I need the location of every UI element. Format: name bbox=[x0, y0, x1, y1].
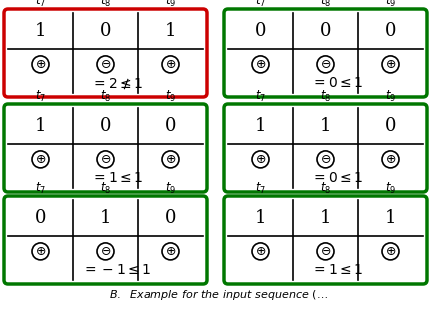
Text: $= 0 \leq 1$: $= 0 \leq 1$ bbox=[311, 76, 364, 90]
Text: $\mathit{B.\ \ Example\ for\ the\ input\ sequence\ (\ldots}$: $\mathit{B.\ \ Example\ for\ the\ input\… bbox=[109, 288, 327, 302]
Text: $= 1 \leq 1$: $= 1 \leq 1$ bbox=[311, 263, 364, 277]
Text: $\oplus$: $\oplus$ bbox=[35, 153, 46, 166]
Text: $= 1 \leq 1$: $= 1 \leq 1$ bbox=[91, 171, 143, 185]
Text: 1: 1 bbox=[385, 209, 396, 227]
Text: 1: 1 bbox=[255, 117, 266, 135]
Text: $t_{9}$: $t_{9}$ bbox=[385, 89, 396, 104]
Text: $t_{7}$: $t_{7}$ bbox=[255, 0, 266, 9]
Text: $\oplus$: $\oplus$ bbox=[255, 58, 266, 71]
Text: $\oplus$: $\oplus$ bbox=[35, 245, 46, 258]
Text: $= -1 \leq 1$: $= -1 \leq 1$ bbox=[82, 263, 152, 277]
Text: 0: 0 bbox=[165, 117, 176, 135]
Text: 1: 1 bbox=[35, 22, 46, 40]
Text: $\oplus$: $\oplus$ bbox=[35, 58, 46, 71]
Text: $\oplus$: $\oplus$ bbox=[255, 245, 266, 258]
Text: $t_{7}$: $t_{7}$ bbox=[35, 0, 46, 9]
Text: $t_{8}$: $t_{8}$ bbox=[320, 89, 331, 104]
Text: $\oplus$: $\oplus$ bbox=[385, 58, 396, 71]
FancyBboxPatch shape bbox=[224, 9, 427, 97]
Text: $t_{8}$: $t_{8}$ bbox=[100, 0, 111, 9]
Text: $\oplus$: $\oplus$ bbox=[165, 245, 176, 258]
Text: $t_{8}$: $t_{8}$ bbox=[320, 0, 331, 9]
Text: 1: 1 bbox=[255, 209, 266, 227]
Text: 1: 1 bbox=[320, 209, 331, 227]
FancyBboxPatch shape bbox=[4, 104, 207, 192]
Text: $\oplus$: $\oplus$ bbox=[165, 153, 176, 166]
Text: $t_{9}$: $t_{9}$ bbox=[385, 181, 396, 196]
Text: $\ominus$: $\ominus$ bbox=[100, 58, 111, 71]
Text: $t_{9}$: $t_{9}$ bbox=[385, 0, 396, 9]
Text: 0: 0 bbox=[165, 209, 176, 227]
Text: $t_{7}$: $t_{7}$ bbox=[255, 181, 266, 196]
Text: $= 0 \leq 1$: $= 0 \leq 1$ bbox=[311, 171, 364, 185]
Text: $\ominus$: $\ominus$ bbox=[320, 58, 331, 71]
Text: 0: 0 bbox=[385, 22, 396, 40]
Text: 0: 0 bbox=[100, 117, 111, 135]
Text: $t_{9}$: $t_{9}$ bbox=[165, 181, 176, 196]
Text: $t_{8}$: $t_{8}$ bbox=[320, 181, 331, 196]
Text: $\ominus$: $\ominus$ bbox=[100, 245, 111, 258]
Text: 1: 1 bbox=[165, 22, 176, 40]
FancyBboxPatch shape bbox=[224, 104, 427, 192]
Text: $\oplus$: $\oplus$ bbox=[255, 153, 266, 166]
Text: $\oplus$: $\oplus$ bbox=[385, 245, 396, 258]
Text: 0: 0 bbox=[255, 22, 266, 40]
Text: 1: 1 bbox=[100, 209, 111, 227]
Text: $\oplus$: $\oplus$ bbox=[385, 153, 396, 166]
Text: $\ominus$: $\ominus$ bbox=[320, 153, 331, 166]
Text: $t_{7}$: $t_{7}$ bbox=[35, 181, 46, 196]
FancyBboxPatch shape bbox=[4, 9, 207, 97]
Text: 0: 0 bbox=[385, 117, 396, 135]
Text: $\oplus$: $\oplus$ bbox=[165, 58, 176, 71]
Text: $t_{9}$: $t_{9}$ bbox=[165, 0, 176, 9]
Text: 1: 1 bbox=[35, 117, 46, 135]
Text: 0: 0 bbox=[320, 22, 331, 40]
Text: $= 2 \nleq 1$: $= 2 \nleq 1$ bbox=[91, 76, 143, 91]
Text: $t_{7}$: $t_{7}$ bbox=[35, 89, 46, 104]
Text: 1: 1 bbox=[320, 117, 331, 135]
Text: $t_{9}$: $t_{9}$ bbox=[165, 89, 176, 104]
Text: $t_{8}$: $t_{8}$ bbox=[100, 89, 111, 104]
Text: 0: 0 bbox=[35, 209, 46, 227]
Text: $t_{8}$: $t_{8}$ bbox=[100, 181, 111, 196]
Text: 0: 0 bbox=[100, 22, 111, 40]
Text: $\ominus$: $\ominus$ bbox=[100, 153, 111, 166]
Text: $t_{7}$: $t_{7}$ bbox=[255, 89, 266, 104]
FancyBboxPatch shape bbox=[224, 196, 427, 284]
Text: $\ominus$: $\ominus$ bbox=[320, 245, 331, 258]
FancyBboxPatch shape bbox=[4, 196, 207, 284]
